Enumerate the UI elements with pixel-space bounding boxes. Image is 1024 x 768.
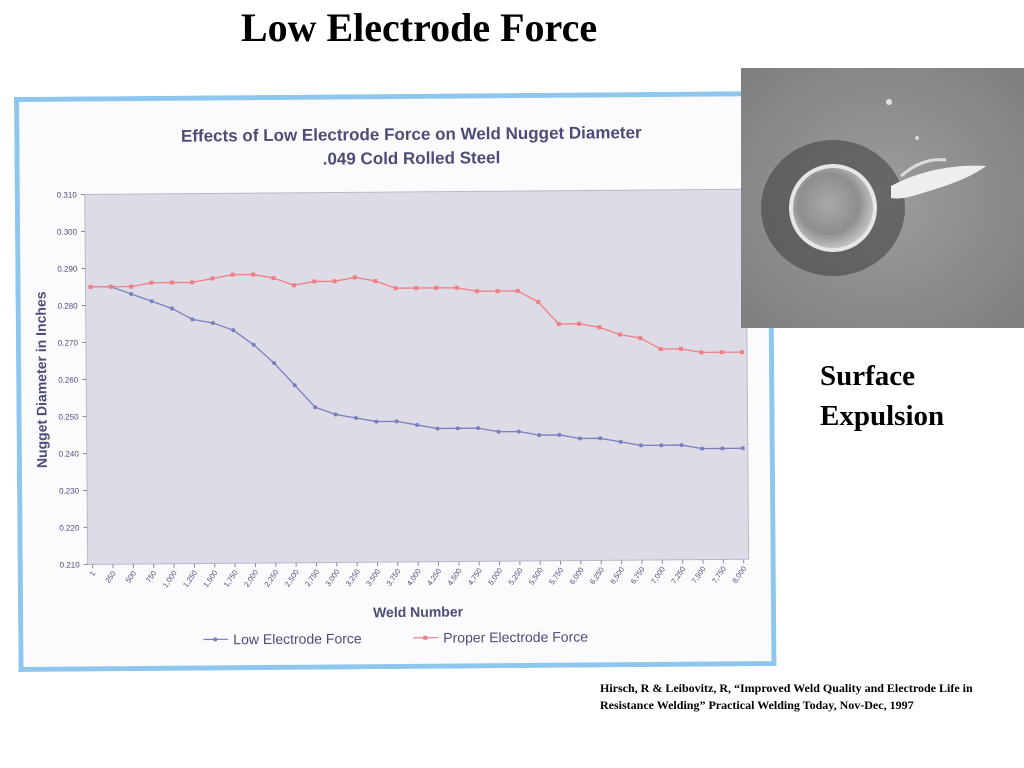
slide-title: Low Electrode Force bbox=[240, 5, 598, 50]
point-proper-electrode-force bbox=[617, 332, 622, 337]
point-proper-electrode-force bbox=[434, 285, 439, 290]
point-low-electrode-force bbox=[210, 320, 215, 325]
point-low-electrode-force bbox=[496, 429, 501, 434]
point-low-electrode-force bbox=[598, 436, 603, 441]
point-proper-electrode-force bbox=[556, 321, 561, 326]
caption-line-2: Expulsion bbox=[820, 400, 945, 432]
legend: Low Electrode Force Proper Electrode For… bbox=[203, 629, 588, 647]
point-proper-electrode-force bbox=[210, 276, 215, 281]
point-proper-electrode-force bbox=[454, 285, 459, 290]
point-low-electrode-force bbox=[149, 299, 154, 304]
point-proper-electrode-force bbox=[271, 276, 276, 281]
point-low-electrode-force bbox=[679, 443, 684, 448]
y-tick-label: 0.280 bbox=[58, 302, 79, 311]
point-proper-electrode-force bbox=[597, 325, 602, 330]
y-tick-label: 0.220 bbox=[59, 523, 80, 532]
point-proper-electrode-force bbox=[638, 336, 643, 341]
point-proper-electrode-force bbox=[699, 350, 704, 355]
point-low-electrode-force bbox=[415, 422, 420, 427]
point-low-electrode-force bbox=[537, 433, 542, 438]
point-proper-electrode-force bbox=[740, 350, 745, 355]
point-low-electrode-force bbox=[170, 306, 175, 311]
point-proper-electrode-force bbox=[108, 284, 113, 289]
y-tick-label: 0.270 bbox=[58, 339, 79, 348]
point-low-electrode-force bbox=[251, 342, 256, 347]
point-proper-electrode-force bbox=[291, 283, 296, 288]
point-proper-electrode-force bbox=[495, 289, 500, 294]
chart-subtitle: .049 Cold Rolled Steel bbox=[323, 148, 501, 168]
point-low-electrode-force bbox=[354, 416, 359, 421]
point-proper-electrode-force bbox=[190, 280, 195, 285]
point-low-electrode-force bbox=[333, 412, 338, 417]
y-tick-label: 0.260 bbox=[58, 376, 79, 385]
point-proper-electrode-force bbox=[129, 284, 134, 289]
point-low-electrode-force bbox=[639, 443, 644, 448]
point-proper-electrode-force bbox=[312, 279, 317, 284]
point-low-electrode-force bbox=[659, 443, 664, 448]
point-proper-electrode-force bbox=[536, 299, 541, 304]
point-proper-electrode-force bbox=[413, 286, 419, 291]
y-axis-label: Nugget Diameter in Inches bbox=[33, 291, 50, 468]
point-low-electrode-force bbox=[700, 446, 705, 451]
point-low-electrode-force bbox=[720, 446, 725, 451]
point-proper-electrode-force bbox=[149, 280, 154, 285]
y-tick-label: 0.230 bbox=[59, 486, 80, 495]
point-low-electrode-force bbox=[516, 429, 521, 434]
point-proper-electrode-force bbox=[251, 272, 256, 277]
point-low-electrode-force bbox=[557, 432, 562, 437]
chart-frame: Effects of Low Electrode Force on Weld N… bbox=[14, 91, 777, 672]
point-low-electrode-force bbox=[618, 439, 623, 444]
surface-expulsion-photo bbox=[741, 68, 1024, 328]
nugget-diameter-chart: Effects of Low Electrode Force on Weld N… bbox=[14, 91, 777, 672]
y-tick-label: 0.310 bbox=[57, 191, 78, 200]
plot-area bbox=[84, 188, 750, 565]
point-low-electrode-force bbox=[577, 436, 582, 441]
citation: Hirsch, R & Leibovitz, R, “Improved Weld… bbox=[600, 681, 973, 712]
point-proper-electrode-force bbox=[169, 280, 174, 285]
legend-proper-marker bbox=[423, 635, 428, 640]
point-low-electrode-force bbox=[292, 383, 297, 388]
point-proper-electrode-force bbox=[88, 284, 93, 289]
point-low-electrode-force bbox=[129, 291, 134, 296]
point-low-electrode-force bbox=[313, 405, 318, 410]
x-tick-label: 1 bbox=[88, 569, 98, 578]
point-low-electrode-force bbox=[455, 426, 460, 431]
point-low-electrode-force bbox=[740, 446, 745, 451]
legend-low-label: Low Electrode Force bbox=[233, 630, 362, 647]
y-tick-label: 0.250 bbox=[58, 412, 79, 421]
point-proper-electrode-force bbox=[678, 346, 683, 351]
point-low-electrode-force bbox=[476, 426, 481, 431]
caption-line-1: Surface bbox=[820, 360, 916, 392]
y-tick-label: 0.300 bbox=[57, 228, 78, 237]
point-proper-electrode-force bbox=[352, 275, 357, 280]
y-tick-label: 0.240 bbox=[59, 449, 80, 458]
point-low-electrode-force bbox=[374, 419, 379, 424]
point-proper-electrode-force bbox=[230, 272, 235, 277]
point-proper-electrode-force bbox=[475, 289, 480, 294]
y-tick-label: 0.290 bbox=[57, 265, 78, 274]
point-low-electrode-force bbox=[272, 361, 277, 366]
point-proper-electrode-force bbox=[577, 321, 582, 326]
x-axis-label: Weld Number bbox=[373, 603, 464, 620]
photo-caption: Surface Expulsion bbox=[820, 356, 944, 436]
chart-title: Effects of Low Electrode Force on Weld N… bbox=[181, 123, 642, 146]
point-proper-electrode-force bbox=[373, 278, 378, 283]
point-low-electrode-force bbox=[435, 426, 440, 431]
point-proper-electrode-force bbox=[719, 350, 724, 355]
point-proper-electrode-force bbox=[658, 347, 663, 352]
point-low-electrode-force bbox=[190, 317, 195, 322]
legend-proper-label: Proper Electrode Force bbox=[443, 629, 588, 646]
point-proper-electrode-force bbox=[332, 279, 337, 284]
point-low-electrode-force bbox=[231, 328, 236, 333]
point-proper-electrode-force bbox=[393, 286, 398, 291]
y-tick-label: 0.210 bbox=[60, 560, 81, 569]
legend-low-marker bbox=[213, 637, 218, 642]
point-proper-electrode-force bbox=[515, 288, 520, 293]
point-low-electrode-force bbox=[394, 419, 399, 424]
